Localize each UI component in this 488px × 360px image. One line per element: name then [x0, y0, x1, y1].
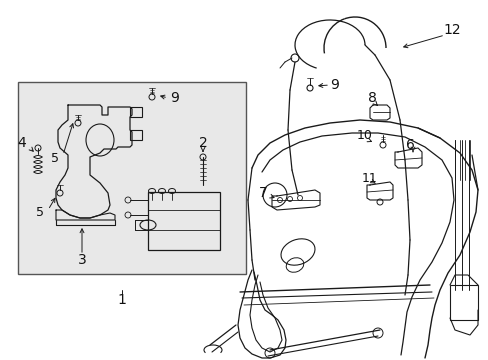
- Bar: [449, 285, 477, 320]
- Text: 8: 8: [367, 91, 376, 105]
- Text: 5: 5: [36, 206, 44, 219]
- Text: 6: 6: [405, 138, 414, 152]
- Text: 7: 7: [258, 186, 267, 200]
- Text: 9: 9: [170, 91, 179, 105]
- Text: 5: 5: [51, 152, 59, 165]
- Bar: [130, 130, 142, 140]
- Text: 10: 10: [356, 129, 372, 141]
- Text: 1: 1: [117, 293, 126, 307]
- Text: 2: 2: [198, 136, 207, 150]
- Text: 12: 12: [442, 23, 460, 37]
- Text: 4: 4: [18, 136, 26, 150]
- Text: 3: 3: [78, 253, 86, 267]
- Bar: [130, 107, 142, 117]
- Text: 9: 9: [330, 78, 339, 92]
- Bar: [148, 192, 220, 250]
- Bar: [18, 82, 245, 274]
- Text: 11: 11: [362, 171, 377, 185]
